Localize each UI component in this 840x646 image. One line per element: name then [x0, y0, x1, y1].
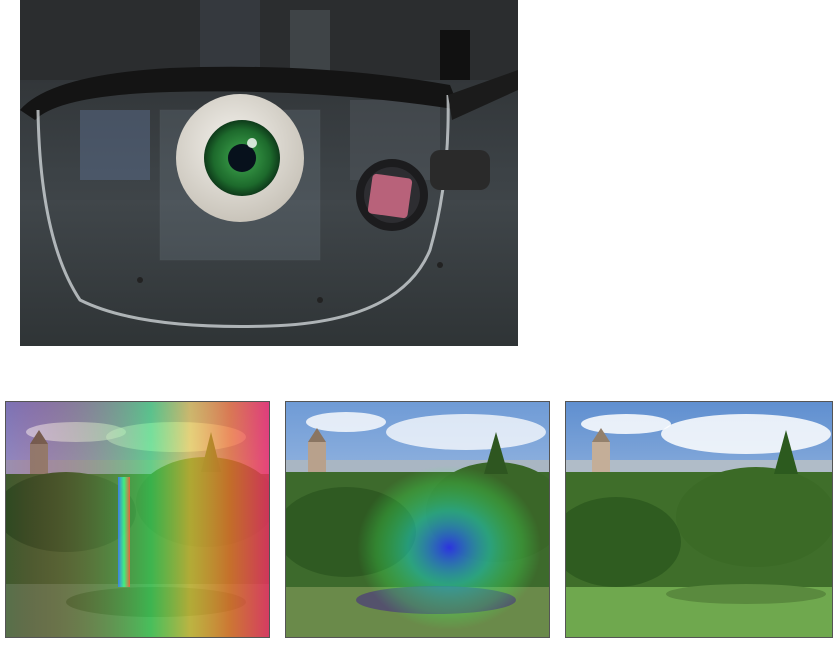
campus-scene-strong-glare	[6, 402, 269, 637]
campus-photo-strong-glare	[5, 401, 270, 638]
campus-photo-clear	[565, 401, 833, 638]
eye-lens-camera-illustration	[20, 0, 518, 346]
campus-photo-moderate-glare	[285, 401, 550, 638]
campus-scene-moderate-glare	[286, 402, 549, 637]
campus-scene-clear	[566, 402, 832, 637]
eye-lens-camera-photo	[20, 0, 518, 346]
